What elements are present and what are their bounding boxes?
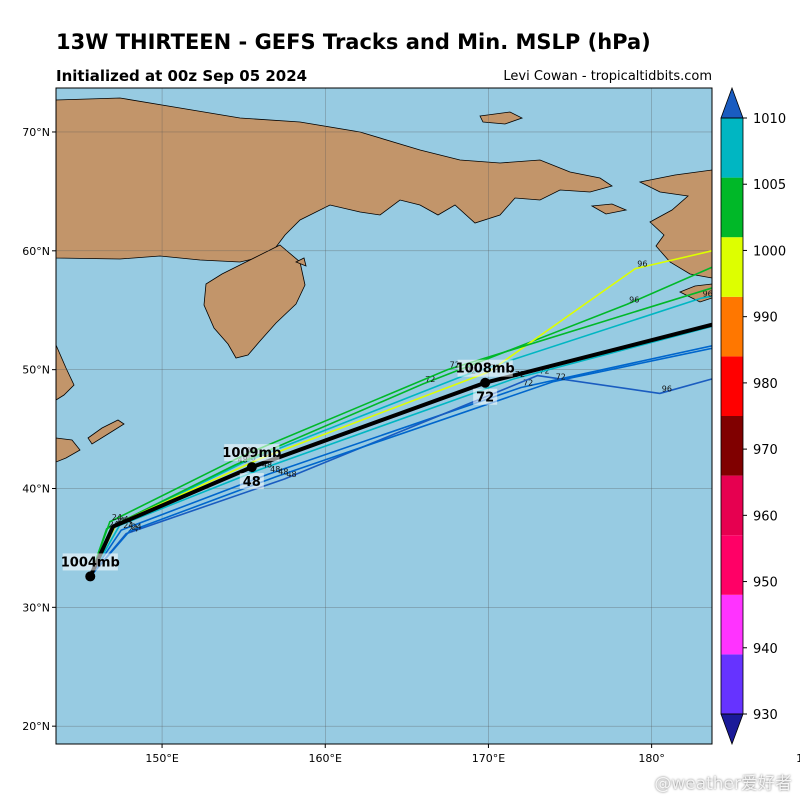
- credit-text: Levi Cowan - tropicaltidbits.com: [503, 69, 712, 84]
- member-hour-label: 72: [450, 361, 460, 370]
- member-hour-label: 72: [556, 373, 566, 382]
- member-hour-label: 72: [523, 378, 533, 387]
- lon-tick-label: 170°E: [472, 752, 505, 765]
- colorbar-segment: [721, 654, 743, 714]
- lat-tick-label: 20°N: [22, 720, 50, 733]
- member-track-7: [89, 287, 712, 577]
- member-hour-label: 96: [637, 260, 647, 269]
- colorbar-label: 990: [753, 311, 778, 326]
- longitude-axis: 150°E 160°E 170°E 180° 170°W: [145, 744, 800, 765]
- latitude-axis: 20°N 30°N 40°N 50°N 60°N 70°N: [22, 126, 56, 733]
- land-honshu: [56, 437, 81, 463]
- member-track-6: [89, 325, 712, 577]
- colorbar-segment: [721, 356, 743, 416]
- colorbar-segment: [721, 296, 743, 357]
- pressure-label: 1004mb: [61, 555, 120, 570]
- colorbar-segment: [721, 475, 743, 536]
- colorbar-label: 1005: [753, 178, 786, 193]
- member-hour-label: 24: [123, 521, 133, 530]
- colorbar-segment: [721, 416, 743, 476]
- mean-track-point: [246, 462, 257, 473]
- pressure-label-box: [457, 359, 513, 377]
- member-hour-label: 96: [662, 384, 672, 393]
- lon-tick-label: 180°: [638, 752, 665, 765]
- plot-frame: [55, 87, 713, 745]
- member-hour-label: 96: [784, 299, 794, 308]
- colorbar-segment: [721, 177, 743, 238]
- colorbar-top-arrow: [720, 86, 744, 119]
- member-hour-label: 48: [270, 465, 280, 474]
- colorbar-segment: [721, 237, 743, 297]
- land-kamchatka: [203, 244, 306, 359]
- watermark-text: @weather爱好者: [654, 774, 792, 794]
- lon-tick-label: 170°W: [796, 752, 800, 765]
- lon-tick-label: 150°E: [145, 752, 178, 765]
- lat-tick-label: 70°N: [22, 126, 50, 139]
- colorbar-label: 950: [753, 576, 778, 591]
- pressure-label-box: [224, 444, 280, 462]
- colorbar-label: 970: [753, 443, 778, 458]
- land-wrangel: [479, 111, 524, 125]
- colorbar-label: 1010: [753, 112, 786, 127]
- colorbar-label: 1000: [753, 244, 786, 259]
- member-hour-label: 24: [112, 513, 122, 522]
- pressure-label-box: [62, 553, 118, 571]
- colorbar-label: 940: [753, 642, 778, 657]
- lat-tick-label: 30°N: [22, 601, 50, 614]
- pressure-label: 1009mb: [222, 446, 281, 461]
- lat-tick-label: 40°N: [22, 482, 50, 495]
- colorbar-bottom-arrow: [720, 713, 744, 746]
- member-hour-label: 24: [118, 515, 128, 524]
- hour-label-box: [473, 388, 498, 405]
- mean-track-point: [480, 377, 491, 388]
- init-time: Initialized at 00z Sep 05 2024: [56, 67, 308, 85]
- member-track-8: [89, 347, 712, 577]
- colorbar-label: 960: [753, 509, 778, 524]
- forecast-hour-label: 48: [243, 475, 261, 490]
- member-hour-label: 48: [262, 460, 272, 469]
- land-commander: [295, 257, 307, 267]
- land-kuril: [87, 419, 125, 445]
- lat-tick-label: 60°N: [22, 245, 50, 258]
- mean-track-line: [88, 322, 712, 578]
- land-st-lawrence: [590, 203, 628, 215]
- colorbar-segment: [721, 594, 743, 655]
- colorbar-label: 980: [753, 377, 778, 392]
- lon-tick-label: 160°E: [309, 752, 342, 765]
- member-hour-label: 24: [131, 522, 141, 531]
- member-hour-label: 48: [278, 468, 288, 477]
- forecast-hour-label: 72: [476, 391, 494, 406]
- member-hour-label: 72: [425, 375, 435, 384]
- member-hour-label: 96: [703, 289, 713, 298]
- pressure-colorbar: 930 940 950 960 970 980 990 1000 1005 1010: [720, 86, 786, 746]
- colorbar-label: 930: [753, 708, 778, 723]
- colorbar-segment: [721, 118, 743, 178]
- colorbar-segment: [721, 535, 743, 595]
- graticule: [56, 88, 712, 744]
- colorbar-frame: [720, 117, 744, 715]
- lat-tick-label: 50°N: [22, 364, 50, 377]
- member-hour-label: 48: [286, 470, 296, 479]
- hour-label-box: [239, 473, 264, 490]
- mean-track-point: [85, 571, 96, 582]
- map-title: 13W THIRTEEN - GEFS Tracks and Min. MSLP…: [56, 30, 651, 54]
- mean-track: 1004mb1009mb481008mb721007mb961002mb120: [61, 322, 712, 582]
- member-hour-label: 96: [760, 330, 770, 339]
- member-hour-label: 96: [629, 295, 639, 304]
- member-track-4: [89, 344, 712, 577]
- pressure-label: 1008mb: [456, 362, 515, 377]
- land-japan: [56, 344, 75, 401]
- member-hour-label: 96: [768, 325, 778, 334]
